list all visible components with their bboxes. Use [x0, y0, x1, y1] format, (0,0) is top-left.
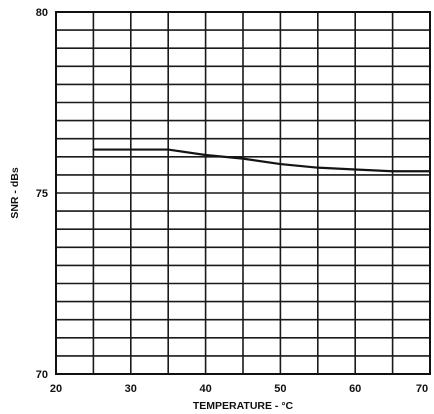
series-line-1 [92, 148, 432, 173]
y-tick-label: 75 [36, 188, 48, 200]
x-tick-label: 50 [274, 383, 286, 395]
x-tick-label: 70 [416, 383, 428, 395]
x-tick-label: 30 [125, 383, 137, 395]
x-tick-label: 20 [50, 383, 62, 395]
y-tick-labels: 70 75 80 [36, 7, 48, 381]
series-layer [92, 148, 432, 173]
x-tick-label: 60 [349, 383, 361, 395]
y-axis-title: SNR - dBs [9, 167, 21, 218]
x-tick-label: 40 [199, 383, 211, 395]
grid [56, 12, 430, 374]
y-tick-label: 80 [36, 7, 48, 19]
x-tick-labels: 20 30 40 50 60 70 [50, 383, 428, 395]
plot-frame [55, 11, 431, 375]
x-axis-title: TEMPERATURE - °C [193, 400, 294, 412]
y-tick-label: 70 [36, 369, 48, 381]
